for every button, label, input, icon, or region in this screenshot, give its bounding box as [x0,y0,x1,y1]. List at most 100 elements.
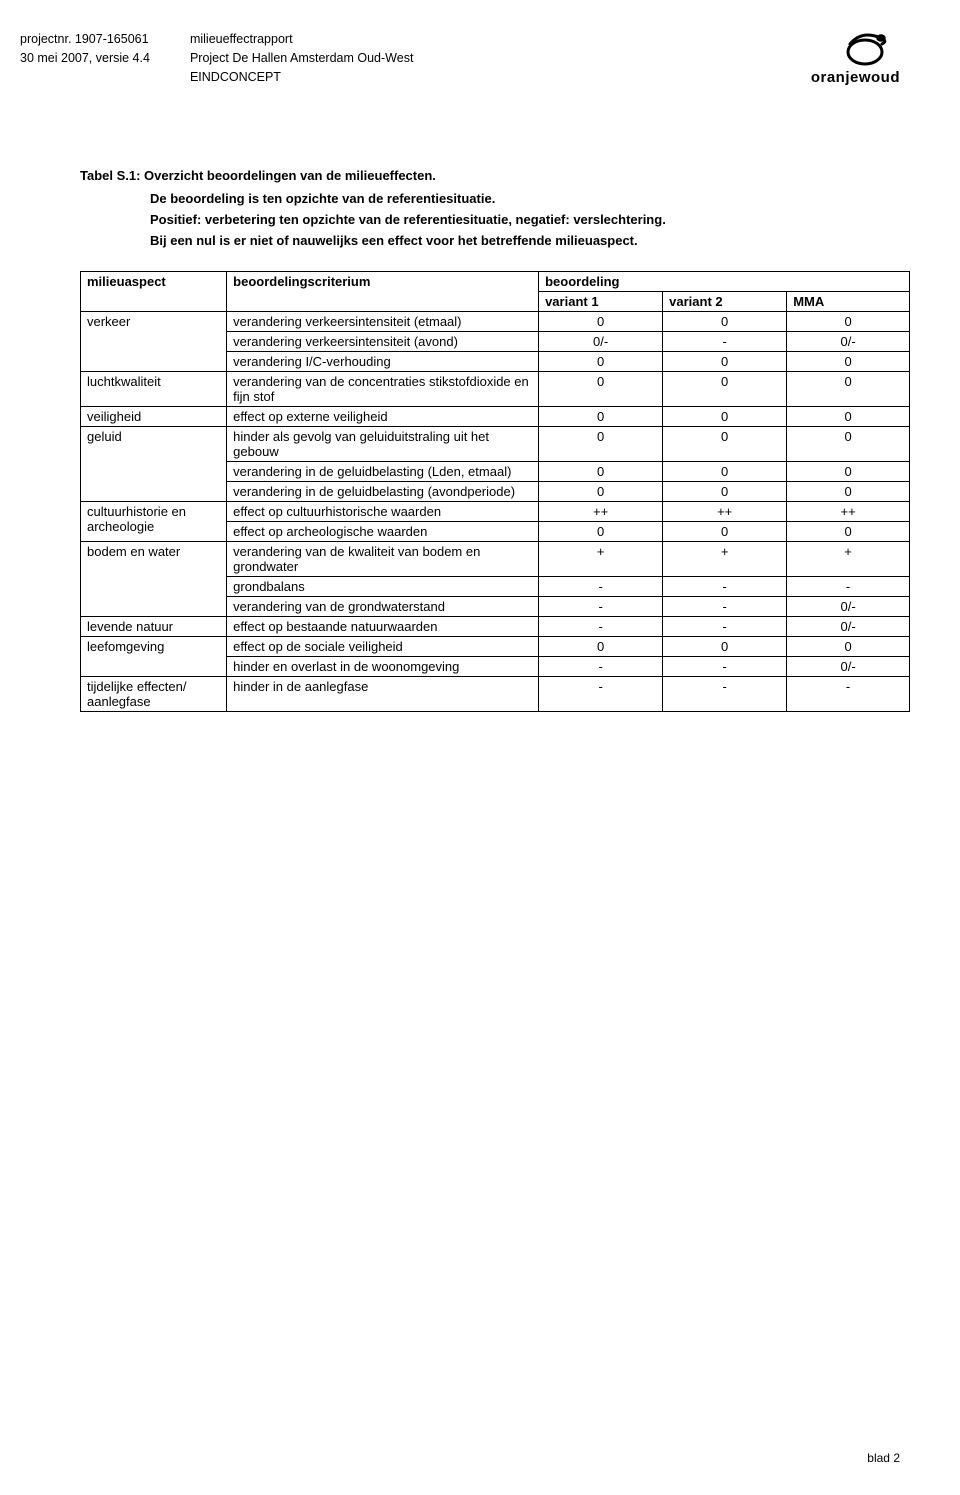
cell-v2: 0 [663,352,787,372]
cell-mma: ++ [787,502,910,522]
table-row: geluidhinder als gevolg van geluiduitstr… [81,427,910,462]
cell-v2: - [663,617,787,637]
cell-v1: 0 [539,407,663,427]
cell-v1: 0 [539,482,663,502]
cell-v2: 0 [663,637,787,657]
project-number: projectnr. 1907-165061 [20,30,150,49]
table-header-row-1: milieuaspect beoordelingscriterium beoor… [81,272,910,292]
page-footer: blad 2 [867,1451,900,1465]
table-row: tijdelijke effecten/ aanlegfasehinder in… [81,677,910,712]
cell-v1: 0 [539,312,663,332]
brand-text: oranjewoud [811,69,900,86]
cell-v1: ++ [539,502,663,522]
cell-mma: 0 [787,637,910,657]
cell-mma: 0/- [787,597,910,617]
cell-mma: 0 [787,522,910,542]
cell-v2: 0 [663,407,787,427]
col-variant-2: variant 2 [663,292,787,312]
cell-criterion: effect op externe veiligheid [227,407,539,427]
cell-v1: - [539,577,663,597]
cell-mma: - [787,577,910,597]
cell-v2: - [663,332,787,352]
cell-v2: 0 [663,372,787,407]
table-row: veiligheideffect op externe veiligheid00… [81,407,910,427]
intro-line-1: De beoordeling is ten opzichte van de re… [150,189,900,210]
header-meta: projectnr. 1907-165061 30 mei 2007, vers… [20,30,413,86]
cell-mma: 0 [787,462,910,482]
intro-block: Tabel S.1: Overzicht beoordelingen van d… [80,166,900,251]
cell-criterion: effect op archeologische waarden [227,522,539,542]
cell-mma: 0 [787,407,910,427]
cell-aspect: levende natuur [81,617,227,637]
cell-aspect: cultuurhistorie en archeologie [81,502,227,542]
cell-v1: 0 [539,637,663,657]
col-criterion: beoordelingscriterium [227,272,539,312]
cell-criterion: verandering verkeersintensiteit (avond) [227,332,539,352]
doc-subtitle: Project De Hallen Amsterdam Oud-West [190,49,413,68]
cell-mma: 0 [787,482,910,502]
brand-icon [830,30,900,71]
date-version: 30 mei 2007, versie 4.4 [20,49,150,68]
cell-v1: 0 [539,462,663,482]
cell-v2: - [663,597,787,617]
cell-mma: + [787,542,910,577]
cell-v2: - [663,577,787,597]
cell-v1: 0 [539,372,663,407]
cell-aspect: leefomgeving [81,637,227,677]
cell-v2: - [663,677,787,712]
table-row: bodem en waterverandering van de kwalite… [81,542,910,577]
cell-aspect: geluid [81,427,227,502]
table-row: luchtkwaliteitverandering van de concent… [81,372,910,407]
cell-v2: 0 [663,427,787,462]
page-header: projectnr. 1907-165061 30 mei 2007, vers… [20,30,900,86]
doc-title: milieueffectrapport [190,30,413,49]
table-head: milieuaspect beoordelingscriterium beoor… [81,272,910,312]
cell-criterion: grondbalans [227,577,539,597]
table-caption: Tabel S.1: Overzicht beoordelingen van d… [80,166,900,187]
cell-criterion: verandering in de geluidbelasting (Lden,… [227,462,539,482]
cell-v1: - [539,617,663,637]
col-variant-1: variant 1 [539,292,663,312]
cell-mma: 0/- [787,332,910,352]
cell-v2: 0 [663,482,787,502]
cell-v1: 0 [539,522,663,542]
cell-v2: 0 [663,462,787,482]
brand-logo: oranjewoud [811,30,900,86]
intro-line-2: Positief: verbetering ten opzichte van d… [150,210,900,231]
cell-mma: 0 [787,312,910,332]
cell-mma: 0/- [787,617,910,637]
cell-aspect: veiligheid [81,407,227,427]
cell-criterion: verandering van de kwaliteit van bodem e… [227,542,539,577]
col-assessment: beoordeling [539,272,910,292]
cell-v1: + [539,542,663,577]
cell-v1: - [539,657,663,677]
cell-aspect: verkeer [81,312,227,372]
cell-criterion: verandering van de grondwaterstand [227,597,539,617]
cell-mma: - [787,677,910,712]
cell-v1: - [539,597,663,617]
cell-aspect: bodem en water [81,542,227,617]
cell-v2: + [663,542,787,577]
cell-criterion: effect op bestaande natuurwaarden [227,617,539,637]
cell-criterion: hinder en overlast in de woonomgeving [227,657,539,677]
table-row: levende natuureffect op bestaande natuur… [81,617,910,637]
table-row: leefomgevingeffect op de sociale veiligh… [81,637,910,657]
cell-v2: - [663,657,787,677]
doc-status: EINDCONCEPT [190,68,413,87]
meta-center: milieueffectrapport Project De Hallen Am… [190,30,413,86]
cell-aspect: tijdelijke effecten/ aanlegfase [81,677,227,712]
cell-v2: 0 [663,312,787,332]
cell-mma: 0 [787,427,910,462]
cell-v1: 0 [539,352,663,372]
cell-mma: 0/- [787,657,910,677]
cell-criterion: effect op de sociale veiligheid [227,637,539,657]
page-number: blad 2 [867,1451,900,1465]
cell-criterion: verandering I/C-verhouding [227,352,539,372]
cell-mma: 0 [787,352,910,372]
assessment-table: milieuaspect beoordelingscriterium beoor… [80,271,910,712]
cell-criterion: hinder als gevolg van geluiduitstraling … [227,427,539,462]
cell-criterion: hinder in de aanlegfase [227,677,539,712]
cell-criterion: verandering verkeersintensiteit (etmaal) [227,312,539,332]
cell-v1: - [539,677,663,712]
cell-v1: 0 [539,427,663,462]
